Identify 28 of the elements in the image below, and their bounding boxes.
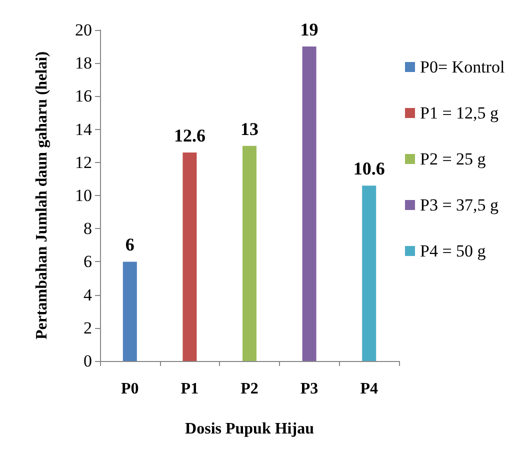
data-label: 10.6 [353, 158, 385, 179]
x-tick-label: P2 [240, 380, 258, 398]
y-tick-label: 18 [75, 54, 92, 73]
y-tick-label: 4 [84, 285, 92, 304]
y-tick-label: 6 [84, 252, 92, 272]
legend-label: P1 = 12,5 g [420, 104, 500, 122]
data-label: 19 [300, 20, 318, 40]
data-label: 12.6 [174, 125, 206, 146]
legend-label: P3 = 37,5 g [420, 196, 500, 214]
data-label: 6 [125, 234, 134, 255]
y-tick-label: 0 [84, 352, 92, 370]
x-axis-title: Dosis Pupuk Hijau [185, 420, 314, 438]
x-tick-label: P1 [180, 380, 199, 398]
y-tick-label: 20 [75, 20, 92, 40]
x-tick-label: P0 [121, 380, 139, 398]
y-tick-label: 12 [75, 152, 92, 172]
data-label: 13 [240, 118, 258, 139]
y-tick-label: 16 [75, 86, 92, 106]
x-tick-label: P3 [300, 380, 318, 398]
y-axis-title: Pertambahan Jumlah daun gaharu (helai) [34, 51, 50, 340]
y-tick-label: 10 [75, 186, 92, 205]
legend-label: P0= Kontrol [420, 58, 505, 76]
y-tick-label: 14 [75, 120, 92, 139]
legend-label: P2 = 25 g [420, 150, 486, 168]
y-tick-label: 8 [84, 219, 92, 238]
legend-label: P4 = 50 g [420, 242, 486, 260]
y-tick-label: 2 [84, 318, 92, 338]
x-tick-label: P4 [360, 380, 378, 398]
